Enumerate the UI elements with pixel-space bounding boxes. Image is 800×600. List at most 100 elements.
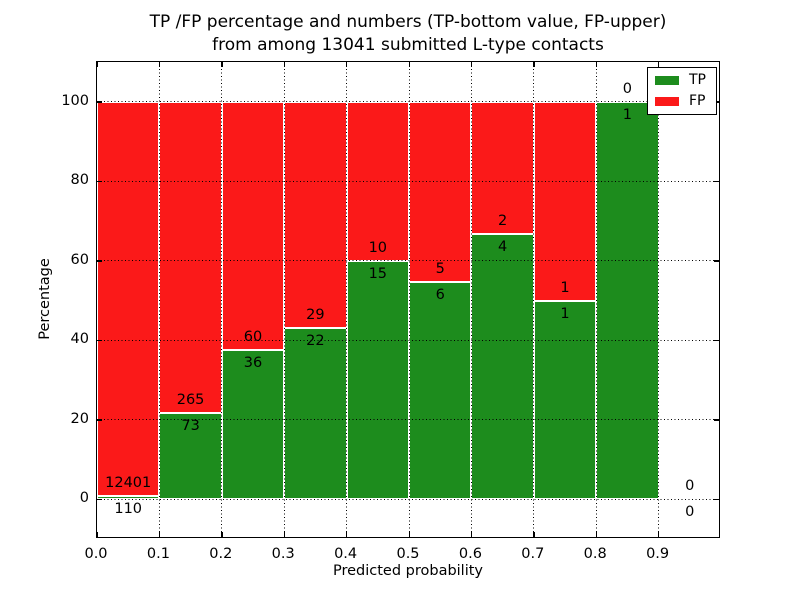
- tp-count-label: 22: [306, 332, 325, 349]
- x-tick-mark: [346, 62, 348, 67]
- bar-segment-tp: [221, 350, 285, 500]
- tp-count-label: 4: [497, 239, 508, 256]
- x-tick-label: 0.9: [646, 546, 670, 562]
- x-tick-mark: [283, 532, 285, 537]
- x-tick-label: 0.3: [271, 546, 295, 562]
- fp-count-label: 12401: [105, 474, 152, 491]
- bar-segment-tp: [533, 300, 597, 500]
- fp-count-label: 0: [622, 80, 632, 97]
- v-gridline: [283, 62, 285, 537]
- chart-title-line2: from among 13041 submitted L-type contac…: [212, 35, 604, 55]
- fp-swatch-icon: [655, 97, 679, 106]
- x-tick-mark: [158, 532, 161, 537]
- x-tick-mark: [470, 532, 473, 537]
- x-tick-mark: [221, 62, 223, 67]
- x-tick-mark: [408, 532, 410, 537]
- y-tick-label: 20: [70, 410, 89, 427]
- y-tick-label: 80: [70, 172, 89, 189]
- x-tick-label: 0.7: [521, 546, 545, 562]
- y-tick-mark: [97, 101, 102, 103]
- x-tick-mark: [408, 62, 410, 67]
- x-tick-label: 0.1: [146, 546, 170, 562]
- bar-segment-fp: [471, 101, 534, 235]
- x-tick-mark: [96, 62, 98, 67]
- v-gridline: [408, 62, 410, 537]
- y-tick-mark: [714, 260, 719, 262]
- x-tick-mark: [158, 62, 161, 67]
- y-tick-label: 60: [70, 251, 89, 268]
- h-gridline: [97, 339, 719, 341]
- fp-count-label: 1: [560, 279, 570, 296]
- legend-item-tp: TP: [655, 73, 710, 88]
- legend-label-fp: FP: [689, 93, 706, 109]
- fp-count-label: 2: [497, 213, 508, 230]
- bar-segment-tp: [471, 234, 534, 500]
- tp-swatch-icon: [655, 76, 679, 85]
- x-tick-mark: [595, 532, 597, 537]
- fp-count-label: 0: [685, 478, 695, 495]
- tp-count-label: 110: [114, 500, 143, 517]
- x-tick-label: 0.2: [209, 546, 233, 562]
- bar-segment-tp: [346, 260, 409, 500]
- v-gridline: [346, 62, 348, 537]
- h-gridline: [97, 180, 719, 182]
- x-tick-label: 0.6: [458, 546, 482, 562]
- bar-segment-fp: [221, 101, 285, 351]
- tp-count-label: 73: [181, 418, 200, 435]
- x-tick-mark: [658, 532, 660, 537]
- tp-count-label: 0: [685, 504, 695, 521]
- bar-segment-fp: [97, 101, 160, 496]
- bar-segment-tp: [409, 282, 472, 500]
- fp-count-label: 265: [176, 392, 205, 409]
- y-tick-mark: [714, 180, 719, 183]
- y-tick-mark: [97, 260, 102, 262]
- bar-segment-fp: [409, 101, 472, 283]
- x-tick-mark: [221, 532, 223, 537]
- chart-title-line1: TP /FP percentage and numbers (TP-bottom…: [149, 12, 667, 32]
- v-gridline: [595, 62, 597, 537]
- x-tick-mark: [346, 532, 348, 537]
- v-gridline: [221, 62, 223, 537]
- y-tick-label: 100: [61, 92, 89, 109]
- fp-count-label: 10: [368, 239, 388, 256]
- fp-count-label: 60: [243, 329, 263, 346]
- v-gridline: [470, 62, 472, 537]
- y-tick-label: 40: [70, 331, 89, 348]
- x-tick-mark: [658, 62, 660, 67]
- h-gridline: [97, 419, 719, 421]
- tp-count-label: 1: [560, 305, 570, 322]
- x-tick-label: 0.8: [583, 546, 607, 562]
- bar-segment-fp: [159, 101, 222, 414]
- tp-count-label: 15: [368, 265, 388, 282]
- v-gridline: [658, 62, 660, 537]
- x-tick-mark: [470, 62, 473, 67]
- plot-area: TP FP 12401 110 265 73 60 36 29 22 10 15 5 6 2 4 1 1 0 1 0…: [96, 61, 720, 538]
- x-tick-label: 0.0: [84, 546, 108, 562]
- tp-count-label: 6: [435, 287, 445, 304]
- h-gridline: [97, 260, 719, 262]
- legend-label-tp: TP: [689, 72, 706, 88]
- tp-count-label: 36: [243, 355, 263, 372]
- bar-segment-fp: [284, 101, 347, 328]
- bar-segment-tp: [159, 413, 222, 500]
- x-axis-label: Predicted probability: [332, 563, 484, 579]
- h-gridline: [97, 498, 719, 500]
- tp-count-label: 1: [622, 106, 632, 123]
- x-tick-mark: [283, 62, 285, 67]
- x-tick-mark: [533, 532, 535, 537]
- bar-segment-tp: [284, 327, 347, 500]
- x-tick-label: 0.5: [396, 546, 420, 562]
- fp-count-label: 29: [306, 306, 325, 323]
- y-tick-mark: [714, 498, 719, 501]
- x-tick-label: 0.4: [334, 546, 358, 562]
- chart-title: TP /FP percentage and numbers (TP-bottom…: [96, 11, 720, 57]
- v-gridline: [533, 62, 535, 537]
- y-tick-mark: [714, 419, 719, 421]
- x-tick-mark: [533, 62, 535, 67]
- y-tick-label: 0: [79, 490, 89, 507]
- v-gridline: [158, 62, 160, 537]
- bar-segment-tp: [97, 495, 160, 500]
- legend-item-fp: FP: [655, 94, 710, 109]
- x-tick-mark: [96, 532, 98, 537]
